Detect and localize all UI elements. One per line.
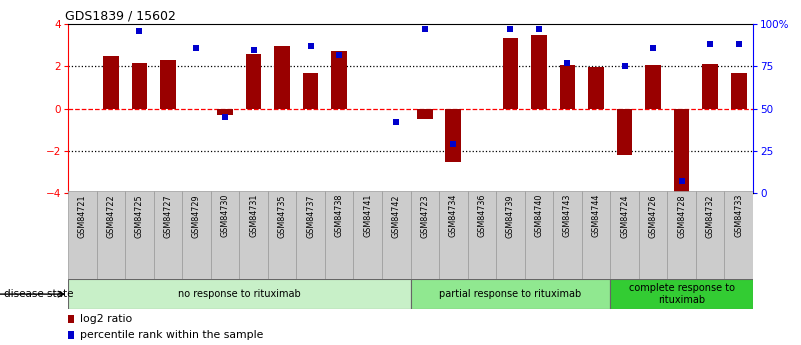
Bar: [217, 109, 233, 115]
Bar: [125, 191, 154, 279]
Bar: [531, 35, 547, 109]
Bar: [525, 191, 553, 279]
Bar: [610, 191, 638, 279]
Bar: [702, 64, 718, 109]
Bar: [610, 279, 753, 309]
Text: GSM84740: GSM84740: [534, 194, 543, 237]
Bar: [724, 191, 753, 279]
Bar: [211, 191, 239, 279]
Bar: [332, 51, 347, 109]
Text: GSM84726: GSM84726: [649, 194, 658, 238]
Bar: [553, 191, 582, 279]
Bar: [325, 191, 353, 279]
Bar: [303, 73, 319, 109]
Text: GSM84722: GSM84722: [107, 194, 115, 238]
Bar: [103, 56, 119, 109]
Bar: [674, 109, 690, 193]
Text: complete response to
rituximab: complete response to rituximab: [629, 283, 735, 305]
Bar: [582, 191, 610, 279]
Text: log2 ratio: log2 ratio: [80, 314, 133, 324]
Bar: [468, 191, 496, 279]
Text: GSM84742: GSM84742: [392, 194, 400, 238]
Bar: [445, 109, 461, 161]
Bar: [274, 46, 290, 109]
Text: disease state: disease state: [4, 289, 74, 299]
Text: GSM84734: GSM84734: [449, 194, 458, 237]
Text: GSM84743: GSM84743: [563, 194, 572, 237]
Bar: [154, 191, 182, 279]
Bar: [268, 191, 296, 279]
Text: GSM84735: GSM84735: [278, 194, 287, 238]
Text: GSM84728: GSM84728: [677, 194, 686, 238]
Bar: [588, 68, 604, 109]
Text: GSM84738: GSM84738: [335, 194, 344, 237]
Bar: [353, 191, 382, 279]
Text: GDS1839 / 15602: GDS1839 / 15602: [65, 10, 175, 23]
Bar: [160, 60, 175, 109]
Text: GSM84725: GSM84725: [135, 194, 144, 238]
Bar: [667, 191, 696, 279]
Bar: [410, 191, 439, 279]
Text: no response to rituximab: no response to rituximab: [178, 289, 300, 299]
Text: GSM84737: GSM84737: [306, 194, 315, 238]
Bar: [439, 191, 468, 279]
Bar: [68, 191, 97, 279]
Text: GSM84724: GSM84724: [620, 194, 629, 238]
Bar: [296, 191, 325, 279]
Text: GSM84730: GSM84730: [220, 194, 230, 237]
Text: GSM84729: GSM84729: [192, 194, 201, 238]
Text: GSM84739: GSM84739: [506, 194, 515, 238]
Text: GSM84727: GSM84727: [163, 194, 172, 238]
Bar: [410, 279, 610, 309]
Bar: [382, 191, 410, 279]
Text: GSM84721: GSM84721: [78, 194, 87, 238]
Bar: [638, 191, 667, 279]
Text: GSM84733: GSM84733: [735, 194, 743, 237]
Bar: [617, 109, 632, 155]
Bar: [731, 73, 747, 109]
Bar: [131, 63, 147, 109]
Bar: [502, 38, 518, 109]
Bar: [68, 279, 410, 309]
Bar: [496, 191, 525, 279]
Text: partial response to rituximab: partial response to rituximab: [439, 289, 582, 299]
Bar: [646, 65, 661, 109]
Bar: [97, 191, 125, 279]
Bar: [182, 191, 211, 279]
Bar: [246, 54, 261, 109]
Text: percentile rank within the sample: percentile rank within the sample: [80, 331, 264, 340]
Bar: [696, 191, 724, 279]
Text: GSM84723: GSM84723: [421, 194, 429, 238]
Bar: [239, 191, 268, 279]
Bar: [417, 109, 433, 119]
Text: GSM84741: GSM84741: [363, 194, 372, 237]
Text: GSM84736: GSM84736: [477, 194, 486, 237]
Bar: [560, 65, 575, 109]
Text: GSM84731: GSM84731: [249, 194, 258, 237]
Text: GSM84732: GSM84732: [706, 194, 714, 238]
Text: GSM84744: GSM84744: [591, 194, 601, 237]
